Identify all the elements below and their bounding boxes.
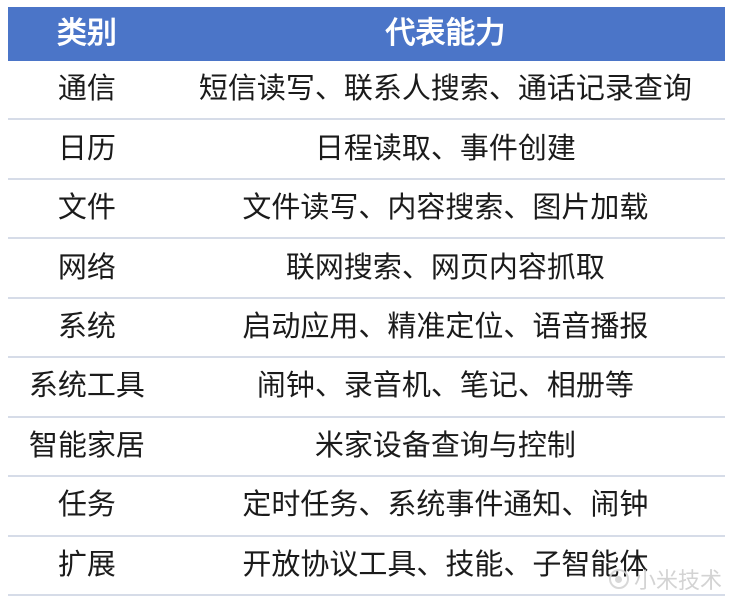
table-row: 网络 联网搜索、网页内容抓取: [8, 239, 725, 299]
capabilities-cell: 日程读取、事件创建: [314, 132, 576, 165]
capabilities-cell: 启动应用、精准定位、语音播报: [242, 310, 649, 343]
category-cell: 日历: [57, 132, 116, 165]
table-row: 日历 日程读取、事件创建: [8, 120, 725, 180]
capabilities-cell: 闹钟、录音机、笔记、相册等: [256, 370, 634, 403]
category-cell: 扩展: [57, 548, 116, 581]
table-row: 系统工具 闹钟、录音机、笔记、相册等: [8, 358, 725, 418]
capabilities-cell: 联网搜索、网页内容抓取: [285, 251, 605, 284]
table-row: 扩展 开放协议工具、技能、子智能体: [8, 536, 725, 596]
capabilities-cell: 米家设备查询与控制: [314, 429, 576, 462]
table-row: 文件 文件读写、内容搜索、图片加载: [8, 179, 725, 240]
table-row: 通信 短信读写、联系人搜索、通话记录查询: [8, 61, 725, 121]
table-row: 系统 启动应用、精准定位、语音播报: [8, 298, 725, 359]
capabilities-cell: 文件读写、内容搜索、图片加载: [242, 192, 649, 225]
category-cell: 智能家居: [28, 429, 145, 462]
capabilities-table: 类别 代表能力 通信 短信读写、联系人搜索、通话记录查询 日历 日程读取、事件创…: [8, 7, 725, 596]
category-cell: 通信: [57, 73, 116, 106]
category-cell: 文件: [57, 192, 116, 225]
table-row: 智能家居 米家设备查询与控制: [8, 417, 725, 478]
table-header-row: 类别 代表能力: [8, 7, 725, 61]
table-row: 任务 定时任务、系统事件通知、闹钟: [8, 477, 725, 537]
capabilities-cell: 开放协议工具、技能、子智能体: [242, 548, 649, 581]
category-cell: 系统: [57, 310, 116, 343]
category-cell: 任务: [57, 489, 116, 522]
capabilities-cell: 短信读写、联系人搜索、通话记录查询: [198, 73, 692, 106]
category-cell: 系统工具: [28, 370, 145, 403]
capabilities-cell: 定时任务、系统事件通知、闹钟: [242, 489, 649, 522]
header-capabilities: 代表能力: [385, 17, 506, 50]
category-cell: 网络: [57, 251, 116, 284]
header-category: 类别: [56, 17, 117, 50]
